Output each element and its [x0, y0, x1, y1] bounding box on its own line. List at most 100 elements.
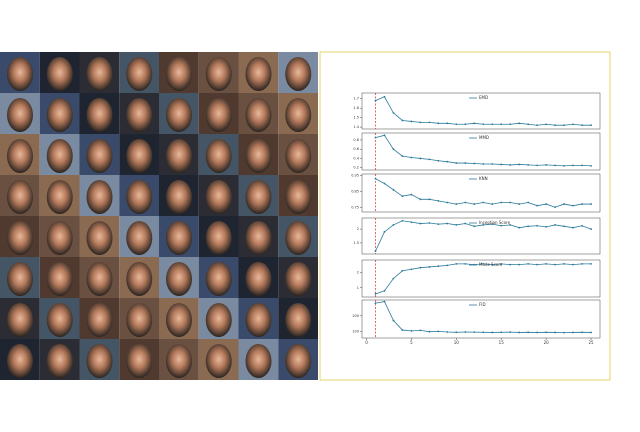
- point: [464, 123, 467, 126]
- sample-face: [46, 344, 73, 378]
- sample-face: [205, 344, 232, 378]
- sample-face: [126, 180, 153, 214]
- sample-face: [166, 262, 192, 296]
- point: [401, 119, 404, 122]
- point: [437, 265, 440, 268]
- point: [410, 329, 413, 332]
- sample-face: [7, 344, 33, 378]
- sample-face: [7, 57, 33, 91]
- point: [446, 201, 449, 204]
- point: [464, 262, 467, 265]
- sample-face: [126, 344, 153, 378]
- point: [383, 134, 386, 137]
- axes-frame: [361, 259, 601, 298]
- point: [581, 331, 583, 334]
- point: [527, 331, 530, 334]
- point: [464, 222, 467, 225]
- sample-face: [46, 98, 73, 132]
- point: [374, 177, 377, 180]
- point: [554, 164, 556, 167]
- point: [374, 293, 377, 295]
- point: [482, 262, 485, 265]
- point: [464, 162, 467, 164]
- point: [419, 222, 422, 225]
- sample-face: [245, 303, 272, 337]
- point: [527, 225, 530, 228]
- point: [482, 163, 485, 165]
- point: [455, 123, 458, 126]
- sample-face: [285, 344, 312, 378]
- sample-face: [86, 139, 113, 173]
- point: [527, 201, 530, 204]
- sample-face: [285, 303, 312, 337]
- point: [428, 266, 431, 268]
- point: [473, 203, 476, 205]
- point: [500, 201, 503, 204]
- point: [509, 224, 512, 226]
- axes-frame: [361, 132, 601, 171]
- point: [581, 262, 583, 265]
- sample-face: [166, 98, 192, 132]
- point: [536, 124, 539, 127]
- point: [554, 331, 556, 334]
- point: [392, 224, 395, 226]
- point: [545, 123, 548, 126]
- y-tick-label: 200: [352, 314, 359, 318]
- sample-face: [285, 180, 312, 214]
- point: [491, 203, 494, 205]
- point: [446, 122, 449, 125]
- point: [383, 300, 386, 303]
- point: [536, 164, 539, 167]
- point: [491, 123, 494, 126]
- point: [482, 123, 485, 126]
- point: [500, 224, 503, 227]
- point: [554, 206, 556, 209]
- point: [437, 159, 440, 162]
- sample-face: [166, 344, 192, 378]
- point: [392, 148, 395, 151]
- sample-face: [126, 139, 153, 173]
- sample-face: [166, 221, 192, 255]
- sample-face: [245, 344, 272, 378]
- point: [401, 155, 404, 158]
- point: [464, 201, 467, 204]
- sample-face: [46, 221, 73, 255]
- point: [455, 262, 458, 265]
- sample-face: [166, 57, 192, 91]
- point: [563, 262, 565, 265]
- sample-face: [86, 180, 113, 214]
- sample-face: [126, 303, 153, 337]
- x-tick-label: 0: [365, 340, 368, 345]
- point: [563, 124, 565, 127]
- point: [554, 124, 556, 127]
- point: [374, 302, 377, 305]
- legend-label: FID: [479, 302, 486, 307]
- point: [500, 163, 503, 166]
- point: [590, 331, 592, 334]
- legend-label: MMD: [479, 135, 489, 140]
- sample-face: [46, 303, 73, 337]
- sample-face: [205, 221, 232, 255]
- point: [473, 225, 476, 228]
- legend-label: EMD: [479, 95, 488, 100]
- y-tick-label: 0.2: [353, 166, 359, 170]
- sample-face: [205, 303, 232, 337]
- x-tick-label: 5: [410, 340, 413, 345]
- axes-frame: [361, 299, 601, 339]
- y-tick-label: 0.75: [351, 205, 359, 209]
- point: [383, 182, 386, 185]
- point: [392, 277, 395, 280]
- point: [572, 123, 574, 126]
- point: [392, 319, 395, 322]
- point: [437, 122, 440, 125]
- x-tick-label: 10: [454, 340, 460, 345]
- sample-face: [245, 98, 272, 132]
- point: [536, 263, 539, 266]
- point: [509, 331, 512, 334]
- point: [401, 219, 404, 222]
- point: [428, 198, 431, 201]
- point: [581, 164, 583, 167]
- point: [554, 224, 556, 226]
- point: [536, 204, 539, 207]
